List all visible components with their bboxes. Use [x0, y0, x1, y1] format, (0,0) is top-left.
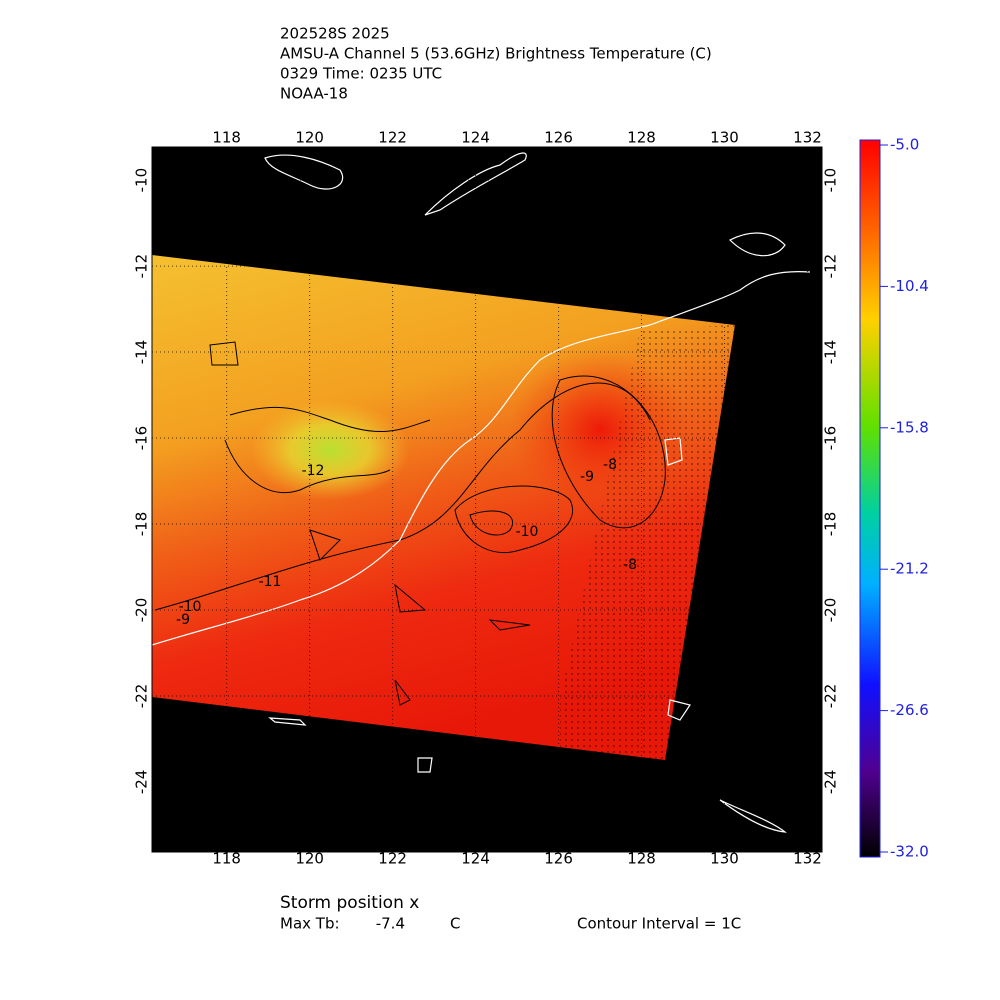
- x-tick-label: 118: [212, 129, 241, 147]
- x-tick-label: 118: [212, 850, 241, 868]
- contour-label: -8: [623, 557, 637, 573]
- storm-note: Storm position x: [280, 893, 419, 913]
- coastline: [151, 152, 811, 833]
- colorbar-label: -32.0: [890, 843, 929, 861]
- contour-label: -9: [176, 612, 190, 628]
- x-tick-label: 128: [627, 129, 656, 147]
- contour-label: -9: [580, 469, 594, 485]
- y-tick-label: -16: [822, 426, 840, 451]
- x-tick-label: 124: [461, 850, 490, 868]
- x-tick-label: 122: [378, 850, 407, 868]
- x-tick-label: 124: [461, 129, 490, 147]
- y-tick-label: -10: [133, 168, 151, 193]
- x-tick-label: 130: [710, 850, 739, 868]
- contour-label: -11: [259, 574, 282, 590]
- y-tick-label: -14: [822, 340, 840, 365]
- y-tick-label: -12: [822, 254, 840, 279]
- colorbar-label: -5.0: [890, 136, 919, 154]
- colorbar: [859, 139, 881, 858]
- x-tick-label: 132: [793, 129, 822, 147]
- footer: Storm position x Max Tb: -7.4 C Contour …: [280, 893, 741, 933]
- max-value: -7.4: [376, 915, 405, 933]
- x-tick-label: 130: [710, 129, 739, 147]
- colorbar-label: -10.4: [890, 277, 929, 295]
- x-tick-label: 126: [544, 129, 573, 147]
- swath: [152, 255, 735, 760]
- contour-label: -8: [603, 457, 617, 473]
- max-unit: C: [450, 915, 460, 933]
- y-tick-label: -16: [133, 426, 151, 451]
- y-tick-label: -22: [133, 684, 151, 709]
- x-tick-label: 126: [544, 850, 573, 868]
- y-tick-label: -24: [822, 770, 840, 795]
- y-tick-label: -22: [822, 684, 840, 709]
- graticule: [152, 147, 822, 852]
- colorbar-label: -26.6: [890, 701, 929, 719]
- contour-label: -10: [179, 599, 202, 615]
- header: 202528S 2025 AMSU-A Channel 5 (53.6GHz) …: [280, 25, 712, 103]
- contour-label: -10: [516, 524, 539, 540]
- y-tick-label: -24: [133, 770, 151, 795]
- title-line: AMSU-A Channel 5 (53.6GHz) Brightness Te…: [280, 45, 712, 63]
- y-tick-label: -18: [133, 512, 151, 537]
- y-tick-label: -18: [822, 512, 840, 537]
- x-tick-label: 132: [793, 850, 822, 868]
- contour-label: -12: [302, 463, 325, 479]
- y-tick-label: -12: [133, 254, 151, 279]
- title-line: NOAA-18: [280, 85, 348, 103]
- map-frame: [151, 146, 823, 853]
- title-line: 0329 Time: 0235 UTC: [280, 65, 442, 83]
- colorbar-label: -21.2: [890, 560, 929, 578]
- y-tick-label: -10: [822, 168, 840, 193]
- y-tick-label: -20: [822, 598, 840, 623]
- max-label: Max Tb:: [280, 915, 340, 933]
- x-tick-label: 120: [295, 129, 324, 147]
- y-tick-label: -20: [133, 598, 151, 623]
- colorbar-label: -15.8: [890, 418, 929, 436]
- y-tick-label: -14: [133, 340, 151, 365]
- title-line: 202528S 2025: [280, 25, 390, 43]
- x-tick-label: 128: [627, 850, 656, 868]
- x-tick-label: 120: [295, 850, 324, 868]
- x-tick-label: 122: [378, 129, 407, 147]
- contour-interval: Contour Interval = 1C: [577, 915, 741, 933]
